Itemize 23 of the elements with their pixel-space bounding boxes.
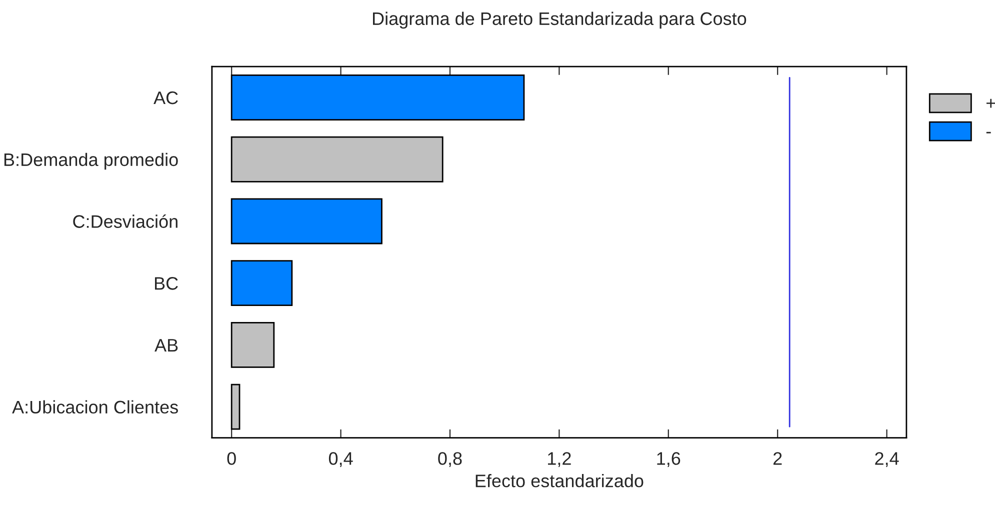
bar — [230, 322, 275, 368]
y-tick-label: A:Ubicacion Clientes — [12, 400, 178, 414]
chart-title: Diagrama de Pareto Estandarizada para Costo — [373, 12, 746, 29]
bar — [230, 384, 240, 430]
x-tick-label: 0 — [227, 452, 236, 465]
x-tick-label: 1,2 — [548, 452, 571, 468]
legend-label: - — [986, 132, 991, 134]
x-tick-label: 1,6 — [657, 452, 680, 468]
x-tick-label: 0,8 — [438, 452, 462, 468]
y-tick-label: AC — [154, 91, 178, 104]
bar — [230, 260, 293, 306]
x-tick-label: 0,4 — [328, 452, 353, 468]
y-tick-label: B:Demanda promedio — [4, 152, 178, 170]
bar — [230, 198, 382, 244]
y-tick-label: AB — [154, 339, 178, 352]
y-tick-label: C:Desviación — [73, 214, 178, 228]
x-tick-label: 2,4 — [875, 452, 899, 468]
y-tick-label: BC — [155, 277, 178, 290]
x-tick-label: 2 — [773, 452, 782, 465]
legend-label: + — [986, 98, 995, 108]
bar — [230, 74, 525, 120]
bar — [230, 136, 444, 182]
x-axis-title: Efecto estandarizado — [476, 474, 644, 488]
